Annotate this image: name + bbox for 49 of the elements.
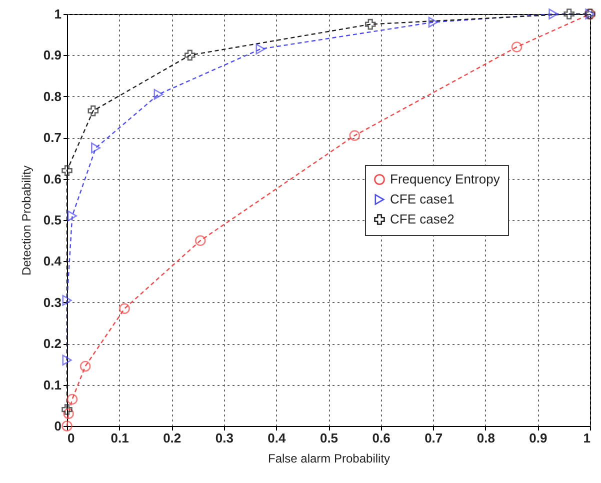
y-tick-label: 1 — [54, 6, 62, 22]
point — [62, 354, 72, 366]
x-tick-label: 0.4 — [268, 430, 287, 446]
point — [63, 408, 74, 420]
x-tick-label: 1 — [583, 430, 590, 446]
point — [67, 210, 77, 222]
point — [364, 18, 376, 30]
y-tick-label: 0 — [54, 418, 62, 434]
y-tick-label: 0.7 — [43, 130, 62, 146]
x-tick-label: 0.5 — [320, 430, 338, 446]
legend-label: Frequency Entropy — [390, 172, 500, 186]
x-tick-label: 0 — [68, 430, 75, 446]
point — [154, 88, 164, 100]
x-axis-title: False alarm Probability — [268, 452, 390, 466]
y-tick-label: 0.4 — [43, 254, 62, 269]
y-tick-label: 0.9 — [43, 48, 62, 63]
point — [66, 394, 78, 405]
y-axis-title: Detection Probability — [19, 165, 34, 276]
x-tick-label: 0.8 — [476, 430, 495, 446]
point — [256, 44, 266, 54]
point — [184, 50, 196, 61]
x-tick-label: 0.2 — [163, 430, 182, 446]
legend-label: CFE case2 — [390, 212, 454, 226]
point — [511, 42, 522, 52]
y-tick-label: 0.3 — [43, 294, 62, 310]
y-tick-label: 0.6 — [43, 171, 62, 186]
point — [80, 360, 91, 372]
point — [119, 303, 130, 314]
x-tick-label: 0.6 — [372, 430, 390, 446]
x-tick-label: 0.1 — [110, 430, 129, 446]
point — [62, 165, 72, 176]
point — [62, 420, 72, 432]
point — [91, 142, 101, 154]
point — [564, 8, 574, 20]
y-tick-label: 0.8 — [43, 88, 62, 104]
point — [194, 235, 206, 246]
y-tick-label: 0.1 — [43, 377, 62, 392]
point — [88, 105, 99, 116]
point — [62, 294, 72, 306]
legend-label: CFE case1 — [390, 192, 454, 206]
point — [349, 130, 360, 141]
point — [62, 404, 72, 415]
point — [428, 16, 438, 28]
x-tick-label: 0.7 — [424, 430, 443, 446]
x-tick-label: 0.3 — [215, 430, 234, 446]
y-tick-label: 0.5 — [43, 212, 62, 228]
point — [548, 8, 558, 20]
x-tick-label: 0.9 — [529, 430, 548, 446]
y-tick-label: 0.2 — [43, 336, 62, 352]
